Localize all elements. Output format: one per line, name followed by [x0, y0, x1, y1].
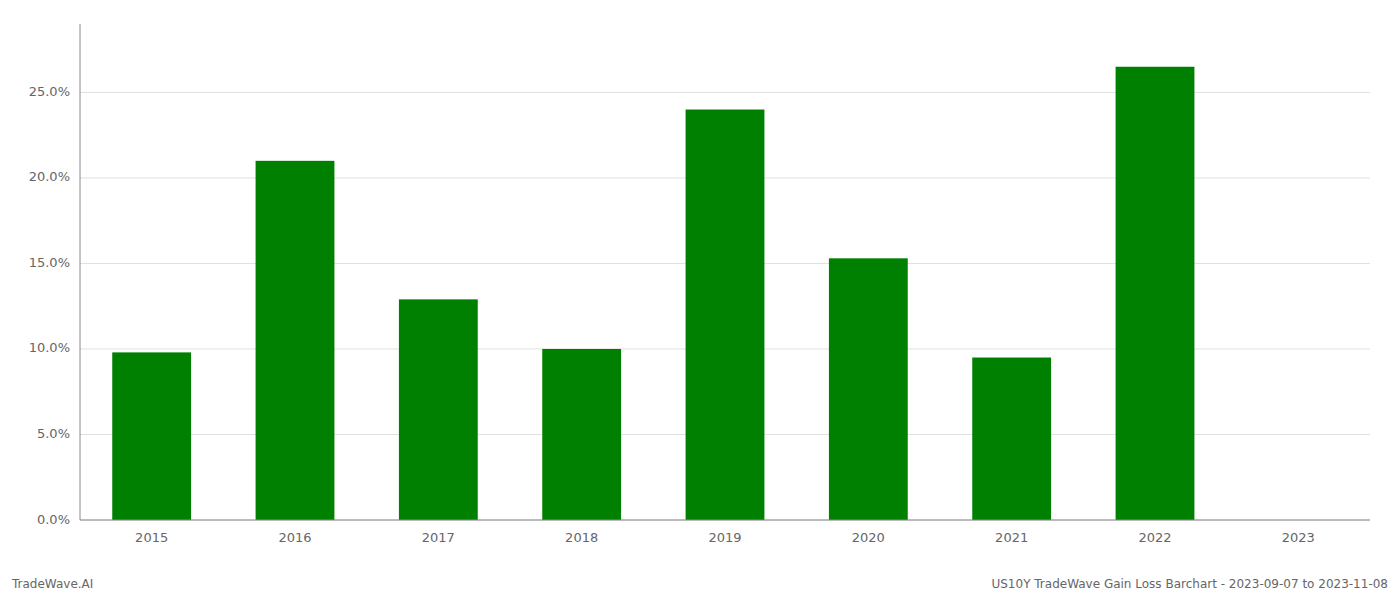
footer-annotation: TradeWave.AI [11, 577, 93, 591]
bar [399, 299, 478, 520]
y-tick-label: 10.0% [29, 340, 70, 355]
grid-line [80, 520, 1370, 521]
bar [972, 358, 1051, 520]
x-tick-label: 2020 [852, 530, 885, 545]
x-tick-label: 2017 [422, 530, 455, 545]
bar [542, 349, 621, 520]
y-tick-label: 20.0% [29, 169, 70, 184]
x-axis-line [80, 520, 1370, 521]
bars [112, 67, 1194, 520]
bar [112, 352, 191, 520]
x-tick-label: 2022 [1138, 530, 1171, 545]
y-axis-line [80, 24, 81, 520]
bar [686, 110, 765, 520]
bar [1116, 67, 1195, 520]
x-tick-label: 2018 [565, 530, 598, 545]
x-tick-label: 2015 [135, 530, 168, 545]
chart-svg: 0.0% 5.0% 10.0% 15.0% 20.0% 25.0% 2015 2016 2017… [0, 0, 1400, 600]
y-tick-labels: 0.0% 5.0% 10.0% 15.0% 20.0% 25.0% [29, 84, 70, 527]
bar [256, 161, 335, 520]
y-tick-label: 5.0% [37, 426, 70, 441]
footer-annotation: US10Y TradeWave Gain Loss Barchart - 202… [991, 577, 1388, 591]
x-tick-label: 2019 [708, 530, 741, 545]
x-tick-label: 2021 [995, 530, 1028, 545]
y-tick-label: 25.0% [29, 84, 70, 99]
bar [829, 258, 908, 520]
x-tick-labels: 2015 2016 2017 2018 2019 2020 2021 2022 2023 [135, 530, 1315, 545]
x-tick-label: 2016 [278, 530, 311, 545]
chart-container: 0.0% 5.0% 10.0% 15.0% 20.0% 25.0% 2015 2016 2017… [0, 0, 1400, 600]
y-tick-label: 0.0% [37, 512, 70, 527]
x-tick-label: 2023 [1282, 530, 1315, 545]
y-tick-label: 15.0% [29, 255, 70, 270]
